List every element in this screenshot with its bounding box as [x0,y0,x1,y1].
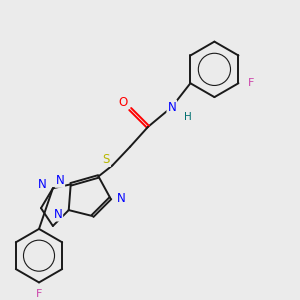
Text: F: F [248,78,254,88]
Text: O: O [118,96,128,109]
Text: S: S [103,153,110,166]
Text: N: N [167,100,176,113]
Text: N: N [53,208,62,220]
Text: F: F [36,289,42,299]
Text: N: N [38,178,46,191]
Text: N: N [56,174,64,187]
Text: N: N [117,192,126,205]
Text: H: H [184,112,191,122]
